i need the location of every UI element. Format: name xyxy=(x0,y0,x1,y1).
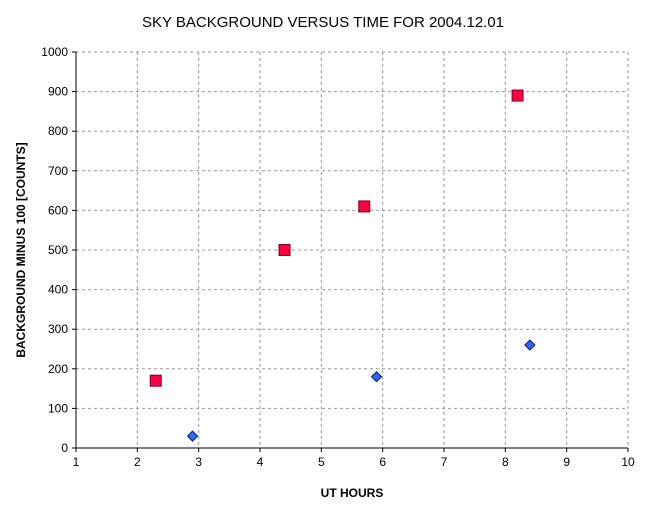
x-tick-label: 6 xyxy=(379,455,386,469)
y-tick-labels: 0 100 200 300 400 500 600 700 800 900 1000 xyxy=(41,45,68,455)
square-marker xyxy=(358,200,371,213)
x-tick-label: 3 xyxy=(195,455,202,469)
data-markers xyxy=(149,89,536,442)
y-tick-label: 500 xyxy=(48,243,68,257)
axes xyxy=(72,51,629,452)
y-tick-label: 100 xyxy=(48,401,68,415)
x-tick-label: 7 xyxy=(441,455,448,469)
x-axis-label: UT HOURS xyxy=(321,486,384,500)
x-tick-label: 2 xyxy=(134,455,141,469)
y-tick-label: 1000 xyxy=(41,45,68,59)
x-tick-label: 4 xyxy=(257,455,264,469)
y-tick-label: 900 xyxy=(48,85,68,99)
y-axis-label: BACKGROUND MINUS 100 [COUNTS] xyxy=(14,142,28,357)
y-tick-label: 600 xyxy=(48,203,68,217)
square-marker xyxy=(278,244,291,256)
square-marker xyxy=(149,374,162,387)
y-tick-label: 800 xyxy=(48,124,68,138)
y-tick-label: 300 xyxy=(48,322,68,336)
x-tick-label: 9 xyxy=(563,455,570,469)
y-tick-label: 400 xyxy=(48,283,68,297)
y-tick-label: 0 xyxy=(61,441,68,455)
y-tick-label: 700 xyxy=(48,164,68,178)
square-marker xyxy=(511,89,524,102)
diamond-marker xyxy=(524,339,536,351)
diamond-marker xyxy=(186,430,199,442)
grid-lines xyxy=(76,51,629,448)
x-tick-label: 10 xyxy=(621,455,635,469)
diamond-marker xyxy=(370,371,383,383)
x-tick-label: 1 xyxy=(73,455,80,469)
x-tick-label: 8 xyxy=(502,455,509,469)
y-tick-label: 200 xyxy=(48,362,68,376)
x-tick-labels: 1 2 3 4 5 6 7 8 9 10 xyxy=(73,455,635,469)
x-tick-label: 5 xyxy=(318,455,325,469)
chart-title: SKY BACKGROUND VERSUS TIME FOR 2004.12.0… xyxy=(142,14,504,31)
